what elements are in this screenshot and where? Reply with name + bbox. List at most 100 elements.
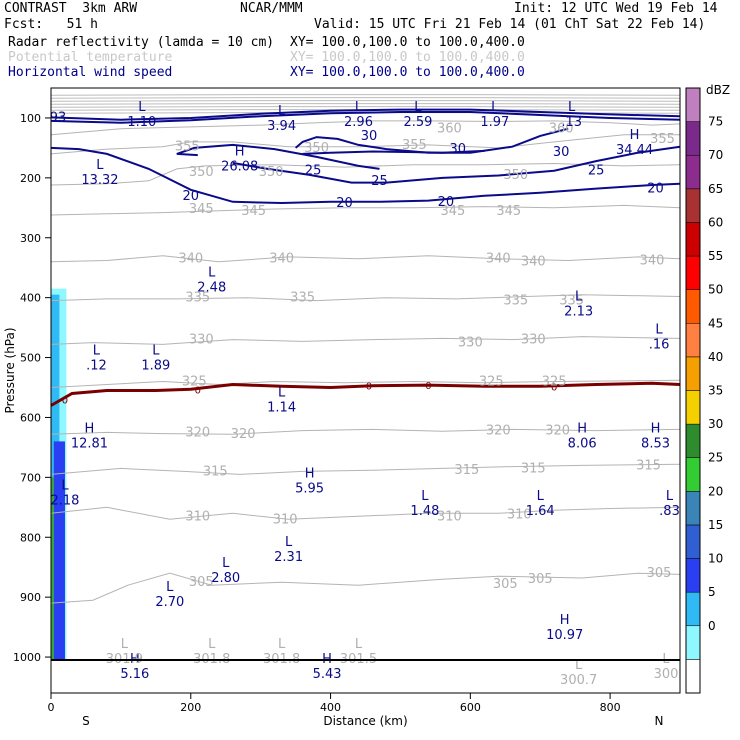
theta-label: 340	[178, 252, 203, 267]
extremum-marker-L: L	[355, 100, 363, 115]
theta-label: 345	[496, 204, 521, 219]
y-tick-label: 200	[20, 172, 41, 185]
wind-label: 25	[371, 174, 388, 189]
theta-contour-340	[50, 255, 681, 263]
extremum-value: 2.18	[51, 493, 80, 508]
extremum-marker-L: L	[355, 637, 363, 652]
extremum-marker-L: L	[121, 637, 129, 652]
wind-label: 20	[336, 196, 353, 211]
x-tick-label: 200	[180, 701, 201, 714]
theta-contour-upper-0	[50, 94, 681, 96]
colorbar-level-label: 65	[708, 182, 723, 196]
colorbar-swatch	[685, 491, 701, 526]
extremum-value: 12.81	[71, 436, 108, 451]
reflectivity-cell-3	[51, 477, 54, 661]
theta-contour-upper-4	[50, 106, 681, 108]
theta-label: 350	[259, 165, 284, 180]
extremum-marker-L: L	[421, 489, 429, 504]
extremum-value: 2.59	[403, 115, 432, 130]
colorbar-level-label: 30	[708, 417, 723, 431]
extremum-value: 8.06	[568, 436, 597, 451]
colorbar-unit: dBZ	[706, 83, 730, 97]
extremum-value: 2.70	[155, 595, 184, 610]
theta-contour-305	[50, 572, 681, 604]
theta-label: 305	[528, 572, 553, 587]
extremum-value: 1.14	[267, 400, 296, 415]
colorbar-swatch	[685, 323, 701, 358]
plot-frame	[50, 87, 681, 694]
model-name: CONTRAST 3km ARW	[4, 1, 138, 16]
theta-label: 330	[458, 336, 483, 351]
colorbar-level-label: 20	[708, 484, 723, 498]
colorbar-level-label: 75	[708, 115, 723, 129]
theta-label: 330	[189, 333, 214, 348]
field-reflectivity-xy: XY= 100.0,100.0 to 100.0,400.0	[290, 35, 525, 50]
colorbar-level-label: 45	[708, 316, 723, 330]
y-axis-label: Pressure (hPa)	[3, 327, 17, 413]
y-tick-label: 300	[20, 232, 41, 245]
extremum-value: 1.89	[141, 359, 170, 374]
colorbar-swatch	[685, 423, 701, 458]
zero-isotherm-label: 0	[425, 381, 431, 392]
extremum-value: .12	[86, 359, 107, 374]
colorbar-swatch	[685, 289, 701, 324]
y-tick-label: 100	[20, 112, 41, 125]
colorbar-level-label: 10	[708, 552, 723, 566]
wind-label: 93	[50, 110, 67, 125]
extremum-marker-L: L	[61, 478, 69, 493]
wind-label: 20	[647, 182, 664, 197]
extremum-value: 1.48	[410, 504, 439, 519]
colorbar-swatch	[685, 558, 701, 593]
colorbar-level-label: 25	[708, 451, 723, 465]
wind-contour-top2	[50, 111, 681, 124]
extremum-value: 34.44	[616, 143, 653, 158]
colorbar-swatch	[685, 625, 701, 660]
extremum-marker-L: L	[166, 580, 174, 595]
wind-label: 30	[553, 145, 570, 160]
extremum-marker-L: L	[666, 489, 674, 504]
extremum-marker-L: L	[537, 489, 545, 504]
theta-label: 350	[503, 168, 528, 183]
wind-label: 30	[361, 129, 378, 144]
colorbar-swatch	[685, 524, 701, 559]
theta-label: 355	[402, 138, 427, 153]
extremum-value: 26.08	[221, 160, 258, 175]
colorbar-swatch	[685, 591, 701, 627]
theta-contour-335	[50, 294, 681, 302]
extremum-marker-L: L	[568, 100, 576, 115]
theta-label: 360	[437, 122, 462, 137]
y-tick-label: 600	[20, 411, 41, 424]
theta-label: 360	[549, 122, 574, 137]
y-tick-label: 800	[20, 531, 41, 544]
extremum-marker-L: L	[208, 266, 216, 281]
zero-isotherm-label: 0	[195, 385, 201, 396]
colorbar-level-label: 0	[708, 619, 716, 633]
theta-label: 340	[640, 254, 665, 269]
extremum-value: 2.80	[211, 571, 240, 586]
theta-contour-upper-2	[50, 100, 681, 102]
colorbar-swatch	[685, 356, 701, 391]
wind-contour-30	[294, 127, 569, 154]
colorbar-level-label: 55	[708, 249, 723, 263]
valid-time: Valid: 15 UTC Fri 21 Feb 14 (01 ChT Sat …	[314, 17, 706, 32]
colorbar-level-label: 15	[708, 518, 723, 532]
field-wind-xy: XY= 100.0,100.0 to 100.0,400.0	[290, 65, 525, 80]
extremum-marker-H: H	[577, 421, 587, 436]
y-tick-label: 400	[20, 292, 41, 305]
extremum-value: 1.97	[480, 115, 509, 130]
wind-contour-25b	[176, 143, 380, 170]
zero-isotherm-line	[50, 381, 681, 407]
theta-label: 310	[185, 509, 210, 524]
extremum-value: 2.31	[274, 550, 303, 565]
zero-isotherm-label: 0	[551, 382, 557, 393]
field-wind-name: Horizontal wind speed	[8, 65, 173, 80]
zero-isotherm-layer: 0 0 0 0 0	[50, 381, 681, 407]
wind-contour-30b	[302, 149, 485, 155]
extremum-marker-H: H	[85, 421, 95, 436]
theta-contour-325	[50, 379, 681, 388]
extremum-marker-L: L	[655, 323, 663, 338]
theta-label: 315	[636, 458, 661, 473]
org-name: NCAR/MMM	[240, 1, 303, 16]
x-tick-label: 0	[48, 701, 55, 714]
